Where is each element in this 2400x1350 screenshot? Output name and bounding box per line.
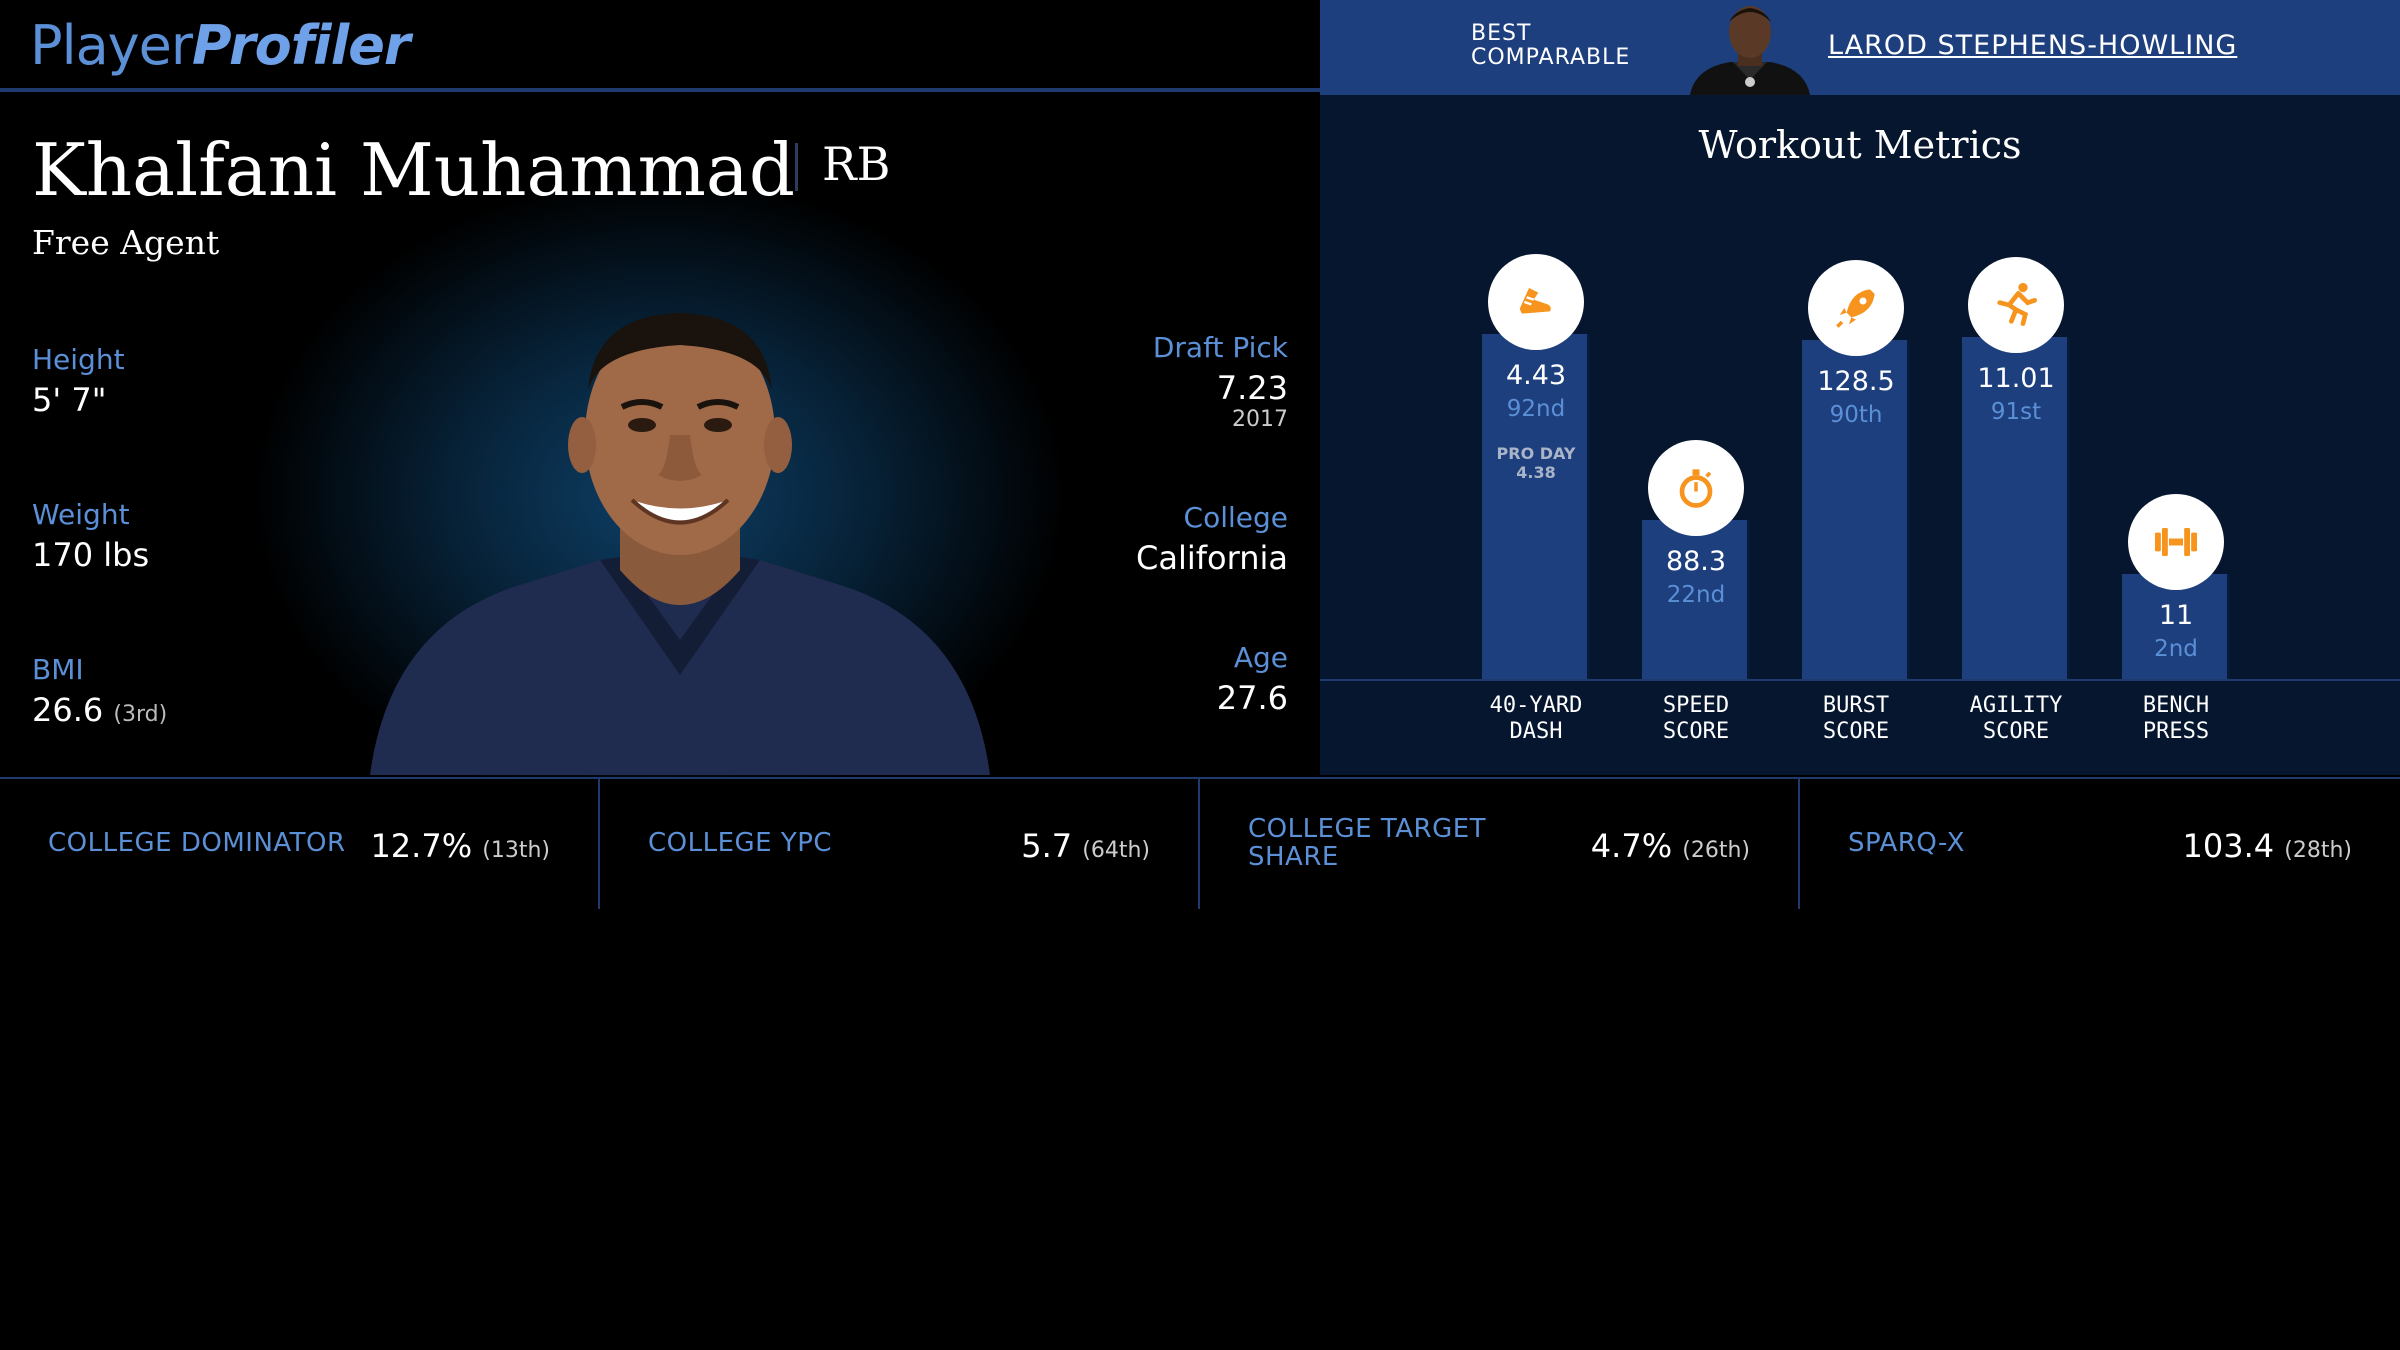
metric-label: BURST SCORE — [1822, 693, 1890, 744]
workout-metrics-title: Workout Metrics — [1698, 123, 2022, 167]
shoe-icon — [1488, 254, 1584, 351]
card-label: COLLEGE YPC — [648, 828, 833, 858]
age-value: 27.6 — [1216, 679, 1288, 717]
header-bar: PlayerProfiler — [0, 0, 1320, 92]
metric-bar[interactable] — [1802, 339, 1910, 679]
card-college-target-share: COLLEGE TARGET SHARE 4.7% (26th) — [1200, 779, 1798, 909]
card-divider — [1198, 779, 1200, 909]
metric-value: 88.3 — [1665, 546, 1727, 578]
best-comparable-label: BEST COMPARABLE — [1471, 21, 1631, 70]
workout-metrics-panel: Workout Metrics 4.43 92nd PRO DAY 4.38 40-YA… — [1320, 95, 2400, 775]
metric-value: 128.5 — [1817, 365, 1895, 397]
metric-value: 4.43 — [1505, 360, 1567, 392]
metric-note: PRO DAY 4.38 — [1496, 444, 1576, 483]
comparable-player-link[interactable]: LAROD STEPHENS-HOWLING — [1828, 30, 2238, 61]
card-divider — [1798, 779, 1800, 909]
metric-rank: 2nd — [2154, 635, 2198, 662]
metric-label: SPEED SCORE — [1662, 693, 1730, 744]
card-label: COLLEGE TARGET SHARE — [1248, 814, 1487, 872]
best-comparable-bar: BEST COMPARABLE LAROD STEPHENS-HOWLING — [1320, 0, 2400, 95]
card-divider — [598, 779, 600, 909]
player-position: RB — [822, 137, 891, 191]
bmi-label: BMI — [32, 653, 84, 686]
weight-label: Weight — [32, 498, 130, 531]
metric-rank: 22nd — [1666, 582, 1726, 609]
card-value: 12.7% (13th) — [370, 827, 550, 865]
playerprofiler-logo[interactable]: PlayerProfiler — [30, 14, 410, 78]
card-label: SPARQ-X — [1848, 828, 1965, 858]
metric-bar[interactable] — [1642, 520, 1750, 679]
metric-bar[interactable] — [2122, 573, 2230, 679]
name-divider — [795, 143, 798, 191]
card-value: 103.4 (28th) — [2182, 827, 2352, 865]
metric-value: 11 — [2158, 599, 2194, 631]
metric-label: BENCH PRESS — [2142, 693, 2210, 744]
comparable-player-avatar — [1685, 0, 1815, 95]
college-value: California — [1136, 539, 1288, 577]
dumbbell-icon — [2128, 493, 2224, 590]
logo-part-profiler: Profiler — [192, 14, 410, 77]
height-value: 5' 7" — [32, 381, 107, 419]
bmi-rank: (3rd) — [113, 702, 168, 727]
college-stats-row: COLLEGE DOMINATOR 12.7% (13th) COLLEGE Y… — [0, 777, 2400, 909]
player-name: Khalfani Muhammad — [32, 128, 795, 212]
card-college-dominator: COLLEGE DOMINATOR 12.7% (13th) — [0, 779, 598, 909]
player-team: Free Agent — [32, 223, 220, 262]
metric-value: 11.01 — [1977, 362, 2055, 394]
rocket-icon — [1808, 259, 1904, 356]
metric-bar[interactable] — [1962, 336, 2070, 679]
card-college-ypc: COLLEGE YPC 5.7 (64th) — [600, 779, 1198, 909]
card-sparq-x: SPARQ-X 103.4 (28th) — [1800, 779, 2400, 909]
metric-label: AGILITY SCORE — [1969, 693, 2063, 744]
draft-pick-label: Draft Pick — [1152, 331, 1288, 364]
card-value: 4.7% (26th) — [1590, 827, 1750, 865]
weight-value: 170 lbs — [32, 536, 150, 574]
player-profile-panel: Khalfani Muhammad RB Free Agent Height 5… — [0, 95, 1320, 815]
card-label: COLLEGE DOMINATOR — [48, 828, 346, 858]
metric-rank: 90th — [1829, 401, 1883, 428]
stopwatch-icon — [1648, 440, 1744, 537]
metric-bar[interactable] — [1482, 334, 1590, 679]
height-label: Height — [32, 343, 125, 376]
draft-year: 2017 — [1232, 407, 1288, 432]
draft-pick-value: 7.23 — [1216, 369, 1288, 407]
card-value: 5.7 (64th) — [1021, 827, 1150, 865]
runner-icon — [1968, 256, 2064, 353]
workout-metrics-chart: 4.43 92nd PRO DAY 4.38 40-YARD DASH 88.3 22nd SP… — [1320, 95, 2400, 775]
metric-label: 40-YARD DASH — [1489, 693, 1583, 744]
college-label: College — [1183, 501, 1288, 534]
metric-rank: 92nd — [1506, 396, 1566, 423]
metric-rank: 91st — [1990, 398, 2042, 425]
player-photo — [370, 295, 990, 775]
bmi-value: 26.6 (3rd) — [32, 691, 168, 729]
age-label: Age — [1233, 641, 1288, 674]
chart-baseline — [1320, 679, 2400, 681]
logo-part-player: Player — [30, 14, 193, 77]
